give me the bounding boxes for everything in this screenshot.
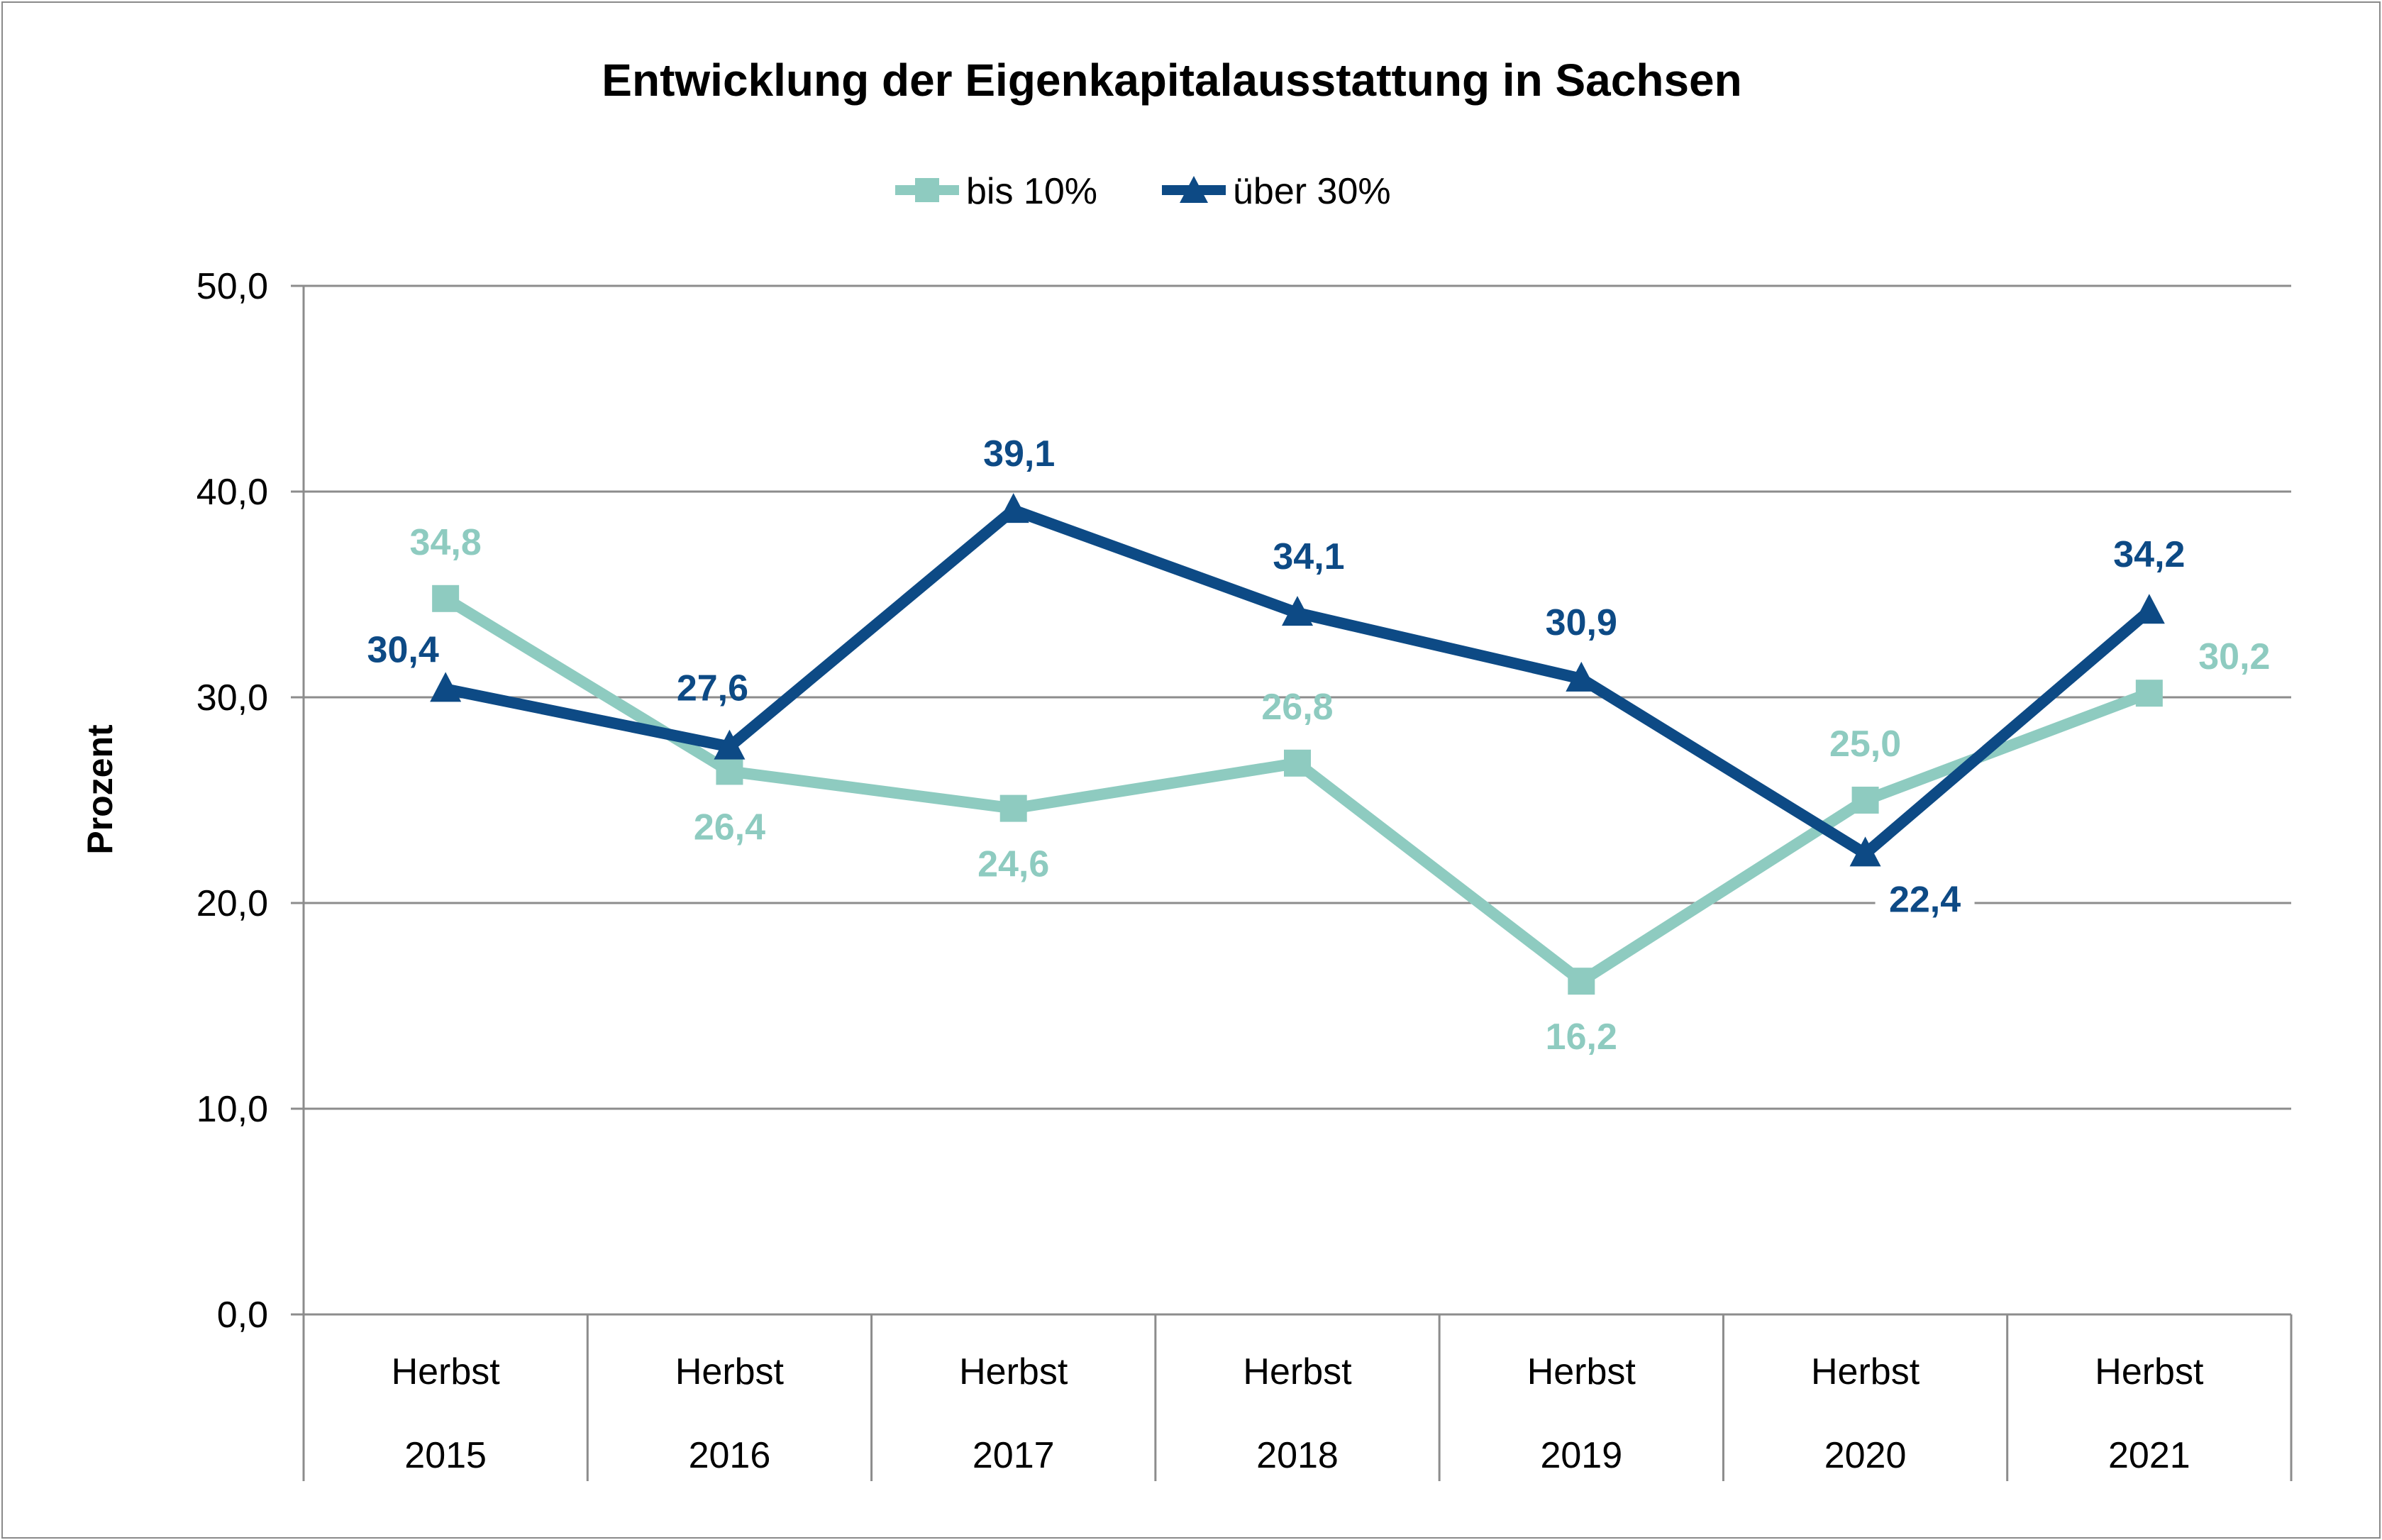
x-tick-label-line2: 2021 [2108, 1435, 2190, 1476]
x-tick-label-line2: 2020 [1824, 1435, 1907, 1476]
data-label: 34,8 [410, 522, 482, 563]
data-point-square [1568, 968, 1595, 995]
data-point-triangle [1566, 661, 1597, 692]
gridlines [291, 284, 2291, 1316]
chart-title: Entwicklung der Eigenkapitalausstattung … [602, 55, 1741, 106]
y-tick-label: 10,0 [196, 1089, 268, 1130]
legend-marker-bis-10 [915, 178, 939, 202]
data-label: 30,9 [1546, 602, 1617, 643]
x-tick-label-line2: 2017 [973, 1435, 1055, 1476]
y-tick-label: 30,0 [196, 677, 268, 719]
x-tick-label-line2: 2018 [1256, 1435, 1339, 1476]
legend-marker-ueber-30 [1180, 176, 1208, 203]
data-point-triangle [1849, 836, 1881, 867]
legend: bis 10% über 30% [895, 171, 1391, 212]
y-tick-label: 40,0 [196, 472, 268, 513]
y-tick-label: 20,0 [196, 883, 268, 924]
data-label: 39,1 [983, 433, 1055, 475]
x-tick-label-line2: 2015 [404, 1435, 487, 1476]
data-point-triangle [2133, 594, 2165, 624]
data-label: 26,8 [1261, 687, 1333, 728]
data-point-square [1851, 787, 1879, 814]
x-tick-label-line1: Herbst [675, 1351, 785, 1392]
data-label: 25,0 [1829, 724, 1901, 765]
series-markers [430, 493, 2165, 995]
data-point-triangle [1282, 596, 1313, 626]
y-tick-label: 0,0 [217, 1295, 268, 1336]
data-label-background [1875, 875, 1975, 924]
data-point-square [1284, 749, 1311, 777]
data-label: 34,1 [1273, 536, 1344, 577]
legend-label-ueber-30: über 30% [1233, 171, 1391, 212]
data-label: 30,2 [2198, 636, 2270, 677]
x-tick-label-line1: Herbst [1243, 1351, 1352, 1392]
data-label: 27,6 [677, 668, 748, 709]
y-tick-label: 50,0 [196, 266, 268, 307]
data-point-triangle [430, 672, 462, 702]
x-axis: Herbst 2015 Herbst 2016 Herbst 2017 Herbst 2018… [302, 286, 2293, 1481]
x-tick-label-line1: Herbst [1527, 1351, 1636, 1392]
series-line-0 [442, 593, 2151, 988]
x-tick-label-line1: Herbst [1811, 1351, 1920, 1392]
x-tick-label-line1: Herbst [392, 1351, 501, 1392]
legend-label-bis-10: bis 10% [966, 171, 1097, 212]
x-tick-label-line2: 2019 [1540, 1435, 1622, 1476]
data-point-triangle [714, 729, 746, 760]
data-label: 22,4 [1889, 879, 1961, 920]
x-tick-label-line2: 2016 [689, 1435, 771, 1476]
y-axis-label: Prozent [80, 724, 120, 855]
data-label: 34,2 [2113, 534, 2185, 575]
x-tick-label-line1: Herbst [959, 1351, 1068, 1392]
data-point-square [432, 585, 460, 612]
x-tick-label-line1: Herbst [2095, 1351, 2204, 1392]
data-point-square [2135, 680, 2163, 707]
y-axis-ticks: 0,0 10,0 20,0 30,0 40,0 50,0 [196, 266, 268, 1336]
data-point-triangle [997, 493, 1029, 524]
data-point-square [999, 794, 1027, 822]
data-label: 24,6 [977, 844, 1049, 885]
data-labels: 34,8 26,4 24,6 26,8 16,2 25,0 30,2 30,4 27,6 39,1… [367, 433, 2271, 1058]
data-label: 30,4 [367, 629, 439, 670]
data-point-square [716, 758, 743, 785]
data-label: 26,4 [694, 807, 765, 848]
data-label: 16,2 [1546, 1016, 1617, 1058]
